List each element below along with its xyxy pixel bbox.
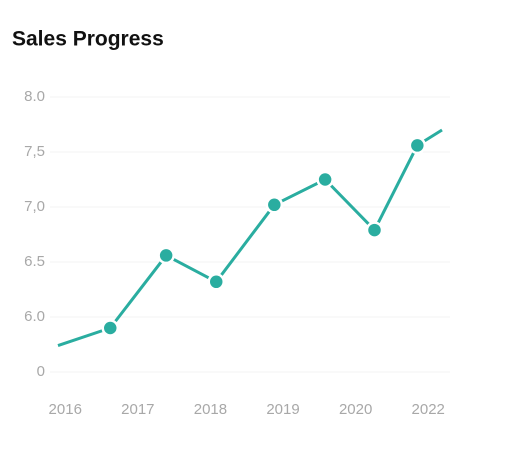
x-tick-label: 2018	[194, 401, 227, 418]
point	[408, 136, 427, 155]
point	[157, 246, 175, 265]
point	[101, 319, 120, 337]
y-tick-label: 6.5	[24, 253, 45, 270]
x-tick-label: 2020	[339, 401, 372, 418]
point	[265, 196, 284, 214]
line	[57, 128, 443, 348]
x-tick-label: 2019	[266, 401, 299, 418]
x-tick-label: 2022	[412, 401, 445, 418]
point	[365, 221, 384, 239]
y-tick-label: 7,5	[24, 143, 45, 160]
y-tick-label: 0	[37, 363, 45, 380]
point	[316, 170, 334, 189]
point	[207, 273, 225, 291]
chart-title: Sales Progress	[12, 28, 164, 51]
x-tick-label: 2016	[49, 401, 82, 418]
x-tick-label: 2017	[121, 401, 154, 418]
y-tick-label: 6.0	[24, 308, 45, 325]
y-tick-label: 7,0	[24, 198, 45, 215]
y-tick-label: 8.0	[24, 88, 45, 105]
